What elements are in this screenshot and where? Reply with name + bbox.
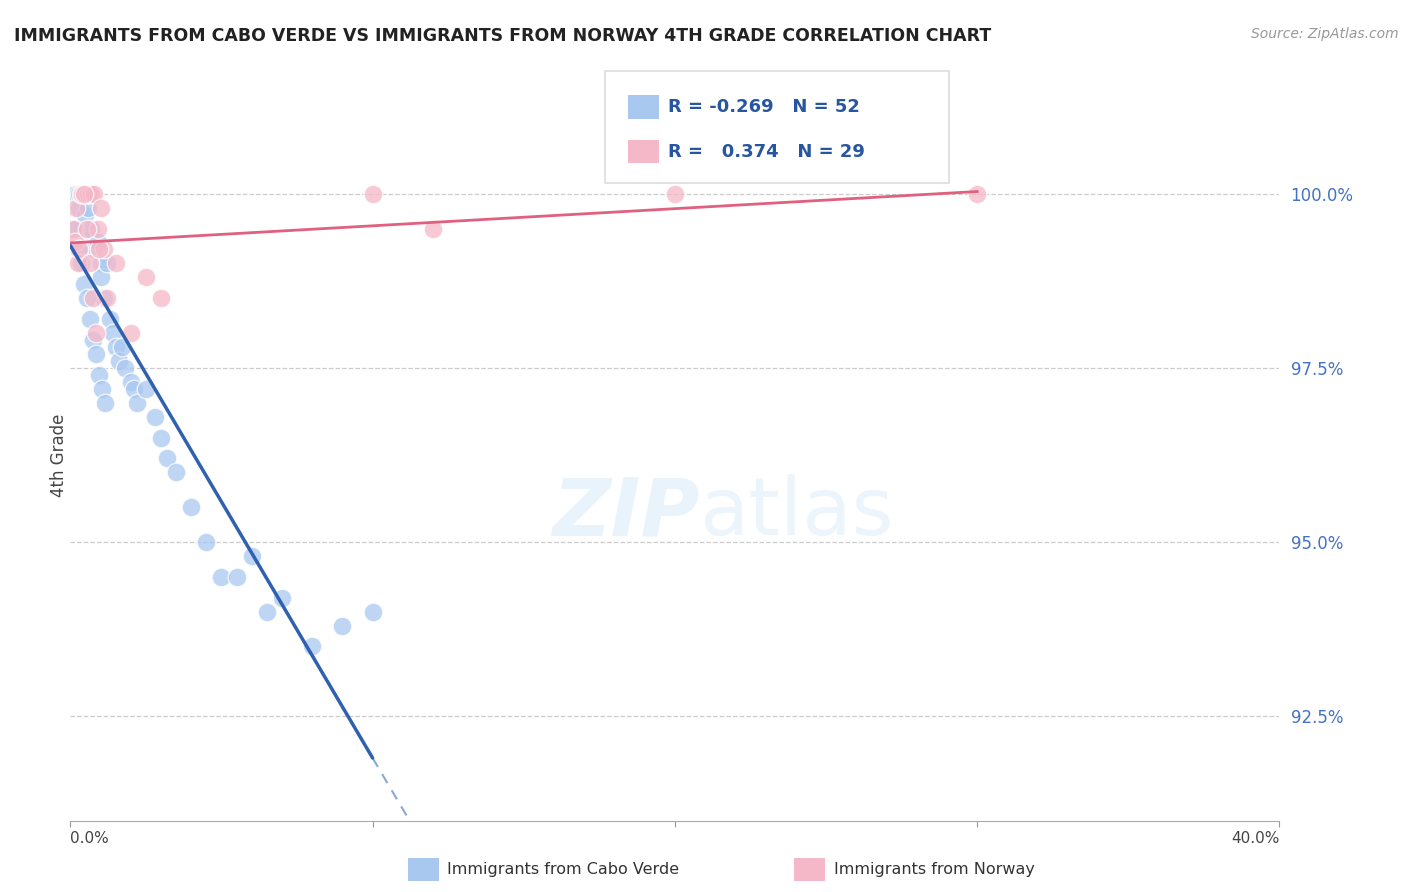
Point <box>90 256 111 270</box>
Point <box>664 186 686 201</box>
Point <box>79 312 101 326</box>
Point <box>195 535 218 549</box>
Point <box>87 368 110 382</box>
Point <box>73 277 96 292</box>
Point <box>63 235 86 250</box>
Point <box>107 354 129 368</box>
Point <box>75 186 97 201</box>
Point <box>96 291 118 305</box>
Point <box>73 186 96 201</box>
Point <box>70 256 93 270</box>
Point <box>72 221 94 235</box>
Point <box>256 605 278 619</box>
Text: Immigrants from Cabo Verde: Immigrants from Cabo Verde <box>447 863 679 877</box>
Point <box>165 466 187 480</box>
Point <box>90 201 111 215</box>
Point <box>361 186 384 201</box>
Text: 40.0%: 40.0% <box>1232 831 1279 846</box>
Point <box>77 201 100 215</box>
Point <box>84 347 107 361</box>
Text: R =   0.374   N = 29: R = 0.374 N = 29 <box>668 143 865 161</box>
Point <box>66 256 89 270</box>
Point <box>84 326 107 340</box>
Point <box>72 186 94 201</box>
Point <box>225 570 247 584</box>
Point <box>96 256 118 270</box>
Point <box>86 221 108 235</box>
Point <box>332 618 354 632</box>
Point <box>104 256 127 270</box>
Point <box>76 221 98 235</box>
Y-axis label: 4th Grade: 4th Grade <box>51 413 67 497</box>
Text: Source: ZipAtlas.com: Source: ZipAtlas.com <box>1251 27 1399 41</box>
Point <box>125 395 148 409</box>
Text: IMMIGRANTS FROM CABO VERDE VS IMMIGRANTS FROM NORWAY 4TH GRADE CORRELATION CHART: IMMIGRANTS FROM CABO VERDE VS IMMIGRANTS… <box>14 27 991 45</box>
Point <box>80 186 103 201</box>
Point <box>67 243 90 257</box>
Point <box>135 382 157 396</box>
Point <box>211 570 233 584</box>
Point <box>70 186 93 201</box>
Point <box>270 591 294 605</box>
Point <box>65 201 87 215</box>
Point <box>91 382 114 396</box>
Point <box>361 605 384 619</box>
Text: R = -0.269   N = 52: R = -0.269 N = 52 <box>668 98 859 116</box>
Point <box>79 256 101 270</box>
Text: Immigrants from Norway: Immigrants from Norway <box>834 863 1035 877</box>
Point <box>77 186 100 201</box>
Point <box>180 500 202 515</box>
Point <box>111 340 134 354</box>
Point <box>966 186 988 201</box>
Point <box>62 221 84 235</box>
Point <box>422 221 444 235</box>
Point <box>83 243 105 257</box>
Point <box>86 235 108 250</box>
Point <box>77 186 100 201</box>
Point <box>120 375 142 389</box>
Point <box>98 312 121 326</box>
Point <box>66 243 89 257</box>
Point <box>114 360 136 375</box>
Point <box>65 186 87 201</box>
Text: 0.0%: 0.0% <box>70 831 110 846</box>
Text: atlas: atlas <box>699 475 893 552</box>
Point <box>94 395 117 409</box>
Point <box>75 186 97 201</box>
Point <box>76 291 98 305</box>
Point <box>82 333 104 347</box>
Point <box>122 382 145 396</box>
Point <box>150 430 173 444</box>
Point <box>104 340 127 354</box>
Point <box>75 186 97 201</box>
Point <box>240 549 263 563</box>
Point <box>120 326 142 340</box>
Point <box>90 270 111 285</box>
Point <box>143 409 166 424</box>
Point <box>80 221 103 235</box>
Point <box>93 291 115 305</box>
Point <box>150 291 173 305</box>
Point <box>63 221 86 235</box>
Point <box>156 451 179 466</box>
Point <box>93 243 115 257</box>
Point <box>301 640 323 654</box>
Text: ZIP: ZIP <box>551 475 699 552</box>
Point <box>135 270 157 285</box>
Point <box>83 186 105 201</box>
Point <box>75 208 97 222</box>
Point <box>87 243 110 257</box>
Point <box>67 201 90 215</box>
Point <box>72 186 94 201</box>
Point <box>101 326 124 340</box>
Point <box>67 186 90 201</box>
Point <box>82 291 104 305</box>
